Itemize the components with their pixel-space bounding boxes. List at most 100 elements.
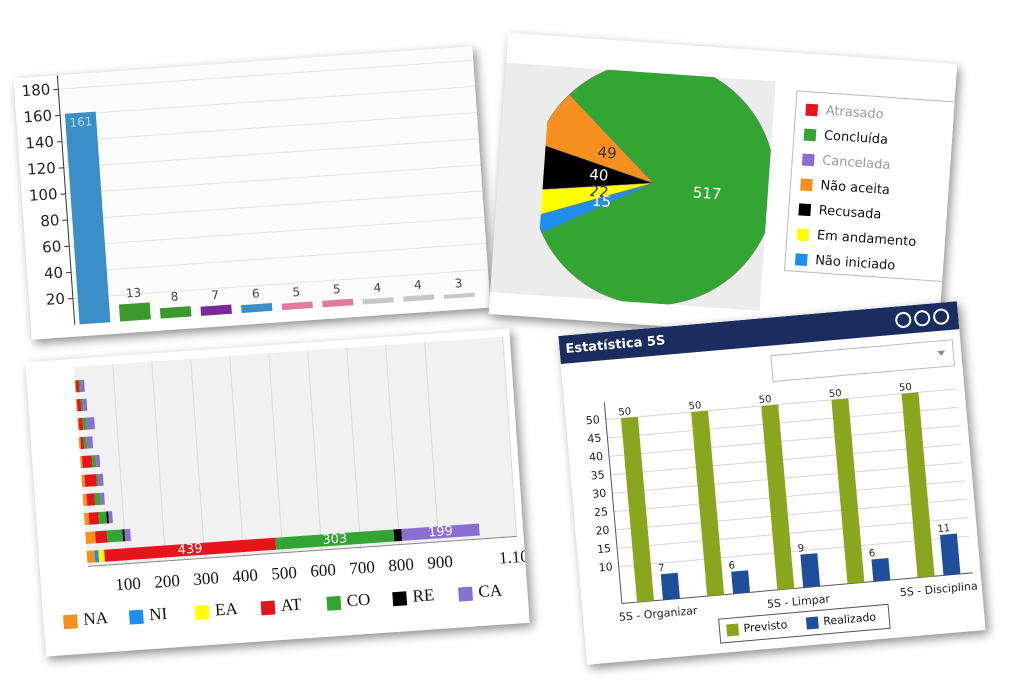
grid-line: [268, 353, 284, 553]
legend-label: Realizado: [823, 610, 877, 628]
grid-line: [615, 498, 967, 531]
value-label: 199: [428, 524, 454, 541]
grid-line: [607, 406, 959, 439]
y-tick-label: 60: [42, 237, 62, 256]
grid-line: [424, 342, 440, 542]
legend-label: Concluída: [823, 128, 888, 147]
grid-line: [618, 535, 970, 568]
value-label: 50: [899, 382, 913, 394]
axis-line: [87, 535, 517, 567]
bar: [731, 570, 751, 594]
header-bar: [558, 301, 960, 364]
bar: [660, 572, 680, 600]
bar-segment: [106, 511, 109, 524]
grid-line: [502, 336, 518, 537]
x-tick-label: 5S - Limpar: [766, 592, 830, 610]
grid-line: [307, 350, 323, 551]
bar: [939, 533, 961, 576]
bar-segment: [86, 550, 96, 563]
bar-segment: [82, 398, 88, 411]
grid-line: [151, 361, 167, 562]
bar-segment: [80, 436, 85, 450]
bar: [901, 392, 935, 578]
bar: [118, 302, 151, 322]
legend-swatch: [801, 153, 815, 167]
grid-line: [605, 388, 957, 421]
bar: [322, 298, 354, 308]
bar-segment: [104, 537, 277, 562]
slice-label: 517: [692, 183, 722, 203]
y-tick-label: 45: [587, 432, 602, 446]
grid-line: [346, 347, 362, 548]
y-tick-label: 180: [21, 80, 51, 100]
grid-line: [67, 190, 483, 221]
bar-segment: [76, 399, 78, 412]
x-tick-label: 5S - Organizar: [618, 604, 698, 624]
x-tick-label: 400: [232, 566, 259, 587]
legend-label: AT: [280, 594, 303, 614]
legend-swatch: [326, 595, 342, 611]
bar-segment: [91, 455, 97, 468]
y-tick-label: 100: [28, 185, 58, 205]
bar-segment: [80, 398, 84, 411]
value-label: 50: [828, 388, 842, 400]
bar-segment: [108, 511, 113, 524]
bar-segment: [86, 436, 94, 449]
value-label: 7: [211, 288, 220, 302]
panel: 20 40 60 80 100 120 140 160 180 161 13 8 7 6 5 5 4 4 3: [13, 46, 491, 340]
bar: [691, 410, 725, 597]
bar: [64, 111, 111, 325]
dropdown-arrow: [937, 350, 946, 356]
axis-line: [603, 402, 623, 604]
bar-segment: [78, 437, 82, 450]
x-tick-label: 300: [193, 568, 220, 589]
grid-line: [65, 164, 481, 195]
axis-line: [621, 572, 973, 605]
bar-segment: [79, 456, 83, 469]
header-icon: [895, 311, 912, 328]
value-label: 50: [688, 400, 702, 412]
value-label: 5: [292, 285, 301, 299]
value-label: 7: [658, 563, 665, 575]
legend-label: Atrasado: [825, 103, 884, 122]
plot-area: [73, 336, 517, 567]
legend-label: Cancelada: [822, 153, 891, 173]
chart: 20 40 60 80 100 120 140 160 180 161 13 8 7 6 5 5 4 4 3: [21, 46, 490, 325]
legend-box: [783, 90, 958, 283]
plot-area: [57, 46, 490, 325]
bar: [761, 404, 795, 590]
bar-segment: [76, 399, 82, 412]
x-tick-label: 1.100: [498, 546, 529, 568]
grid-line: [190, 358, 206, 559]
value-label: 4: [373, 280, 382, 294]
legend-label: Não iniciado: [815, 253, 896, 274]
y-tick-label: 20: [595, 524, 610, 538]
legend-swatch: [803, 128, 817, 142]
bar-segment: [100, 492, 105, 505]
bar: [800, 553, 821, 588]
value-label: 4: [414, 278, 423, 292]
legend-label: Previsto: [743, 618, 788, 635]
value-label: 50: [618, 406, 632, 418]
value-label: 5: [333, 282, 342, 296]
bar-segment: [80, 379, 85, 392]
bar-segment: [81, 455, 93, 469]
bar-segment: [86, 493, 96, 506]
bar: [620, 416, 655, 603]
legend-swatch: [128, 609, 144, 625]
header-icon: [914, 310, 931, 327]
slice-label: 22: [589, 182, 609, 201]
y-tick-label: 35: [590, 468, 605, 482]
legend-swatch: [798, 203, 812, 217]
bar-segment: [88, 512, 100, 525]
bar-segment: [84, 474, 97, 487]
bar-segment: [95, 454, 101, 468]
bar-segment: [393, 528, 403, 542]
bar-segment: [95, 530, 108, 544]
pie: [535, 65, 776, 306]
y-tick-label: 25: [593, 505, 608, 519]
bar: [443, 292, 475, 299]
grid-line: [612, 462, 963, 494]
